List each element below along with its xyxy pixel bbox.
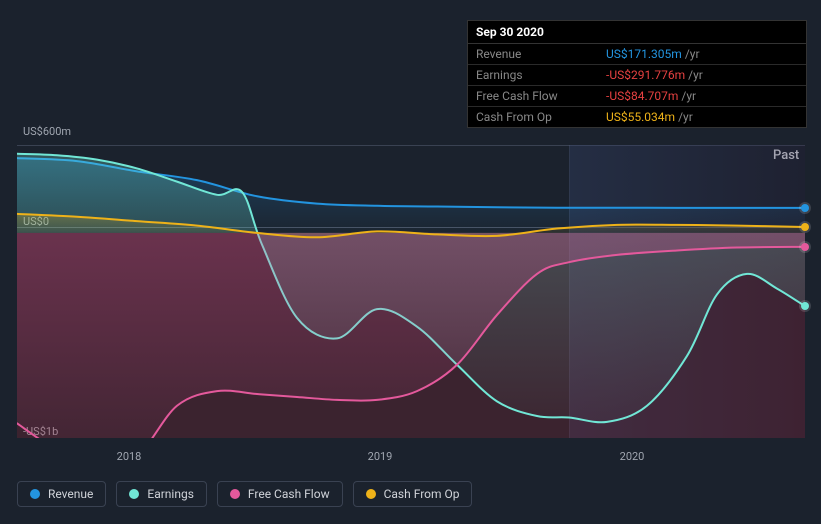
tooltip-metric-unit: /yr xyxy=(685,47,700,61)
x-axis-tick-label: 2020 xyxy=(620,450,645,463)
tooltip-metric-label: Earnings xyxy=(476,68,586,82)
legend-item-cash-from-op[interactable]: Cash From Op xyxy=(353,481,473,507)
legend-item-revenue[interactable]: Revenue xyxy=(17,481,106,507)
tooltip-metric-label: Free Cash Flow xyxy=(476,89,586,103)
series-end-dot-revenue xyxy=(801,204,809,212)
chart-tooltip: Sep 30 2020RevenueUS$171.305m/yrEarnings… xyxy=(467,20,807,128)
legend-swatch-icon xyxy=(129,489,139,499)
tooltip-metric-value: -US$84.707m xyxy=(606,89,678,103)
tooltip-date: Sep 30 2020 xyxy=(468,21,806,44)
series-end-dot-earnings xyxy=(801,302,809,310)
legend-item-free-cash-flow[interactable]: Free Cash Flow xyxy=(217,481,343,507)
tooltip-metric-value: -US$291.776m xyxy=(606,68,685,82)
legend-item-earnings[interactable]: Earnings xyxy=(116,481,207,507)
legend-swatch-icon xyxy=(230,489,240,499)
legend-swatch-icon xyxy=(30,489,40,499)
series-end-dot-cfo xyxy=(801,223,809,231)
chart-legend: Revenue Earnings Free Cash Flow Cash From O… xyxy=(17,481,472,507)
legend-label: Revenue xyxy=(48,487,93,501)
tooltip-row: Free Cash Flow -US$84.707m/yr xyxy=(468,86,806,107)
tooltip-metric-unit: /yr xyxy=(688,68,703,82)
x-axis-tick-label: 2018 xyxy=(117,450,142,463)
tooltip-row: Earnings -US$291.776m/yr xyxy=(468,65,806,86)
legend-label: Cash From Op xyxy=(384,487,460,501)
tooltip-metric-unit: /yr xyxy=(678,110,693,124)
chart-plot[interactable] xyxy=(17,145,805,438)
tooltip-metric-label: Revenue xyxy=(476,47,586,61)
y-axis-tick-label: US$600m xyxy=(23,125,71,138)
legend-label: Earnings xyxy=(147,487,194,501)
tooltip-row: Cash From Op US$55.034m/yr xyxy=(468,107,806,127)
tooltip-metric-value: US$171.305m xyxy=(606,47,682,61)
financials-chart: Sep 30 2020RevenueUS$171.305m/yrEarnings… xyxy=(0,0,821,524)
legend-swatch-icon xyxy=(366,489,376,499)
tooltip-metric-value: US$55.034m xyxy=(606,110,675,124)
legend-label: Free Cash Flow xyxy=(248,487,330,501)
tooltip-metric-unit: /yr xyxy=(681,89,696,103)
tooltip-row: Revenue US$171.305m/yr xyxy=(468,44,806,65)
tooltip-metric-label: Cash From Op xyxy=(476,110,586,124)
x-axis-tick-label: 2019 xyxy=(368,450,393,463)
series-end-dot-fcf xyxy=(801,243,809,251)
